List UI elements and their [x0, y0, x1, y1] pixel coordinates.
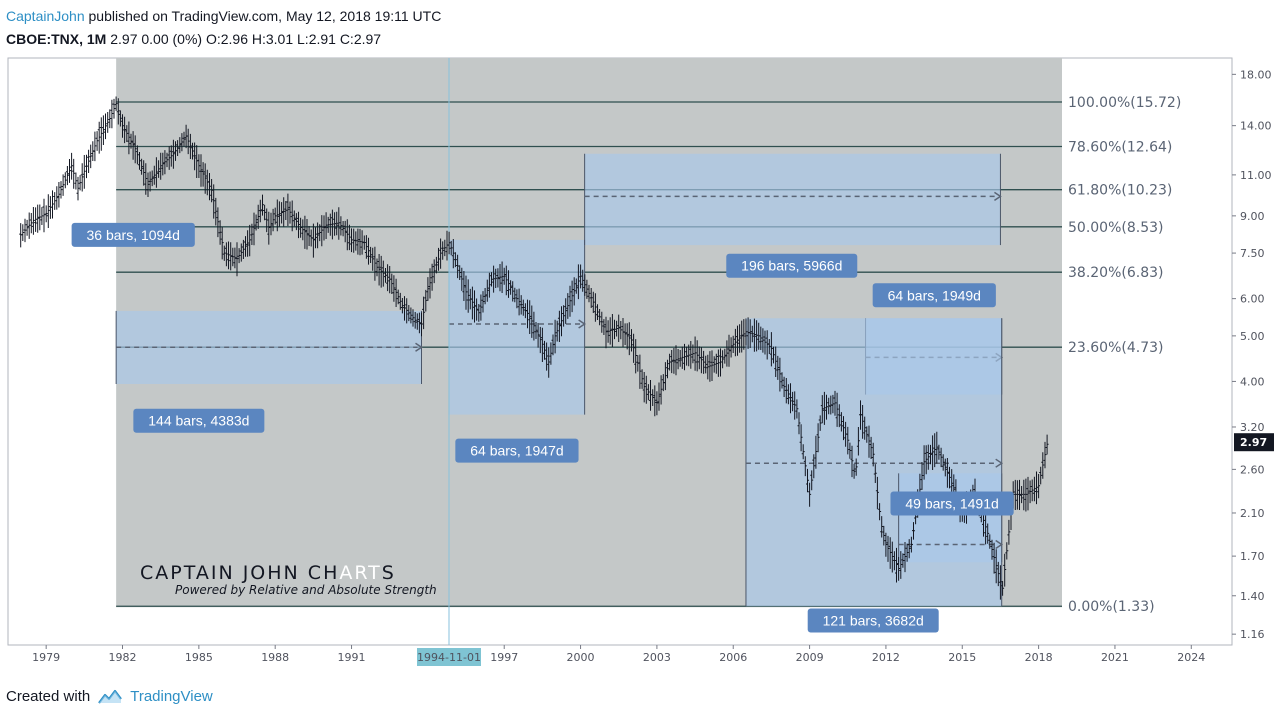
fib-level-label: 0.00%(1.33) [1068, 599, 1155, 615]
arrow-head-icon [995, 539, 1004, 550]
bars-label-text: 121 bars, 3682d [823, 613, 924, 629]
y-axis-tick-label: 4.00 [1240, 375, 1265, 388]
x-axis-tick-label: 1979 [32, 651, 60, 664]
x-axis-tick-label: 1991 [338, 651, 366, 664]
bars-label-box[interactable] [133, 408, 265, 433]
symbol-label[interactable]: CBOE:TNX, 1M [6, 31, 107, 47]
x-axis-tick-label: 1982 [109, 651, 137, 664]
bars-label-text: 36 bars, 1094d [87, 227, 180, 243]
y-axis-tick-label: 1.70 [1240, 550, 1265, 563]
bars-range-box[interactable] [448, 239, 585, 415]
y-axis-tick-label: 7.50 [1240, 247, 1265, 260]
bars-label-text: 49 bars, 1491d [905, 495, 998, 511]
y-axis-tick-label: 11.00 [1240, 169, 1272, 182]
watermark-title-part: ART [339, 562, 381, 584]
watermark-title-part: CAPTAIN JOHN CH [140, 562, 339, 584]
price-series-bars[interactable] [19, 96, 1049, 600]
bars-label-box[interactable] [455, 438, 579, 463]
bars-range-box[interactable] [584, 153, 1001, 246]
x-axis-tick-label: 2003 [643, 651, 671, 664]
bars-label-text: 144 bars, 4383d [148, 413, 249, 429]
bars-range-box[interactable] [745, 318, 1002, 607]
last-price-badge [1234, 433, 1274, 452]
watermark-subtitle: Powered by Relative and Absolute Strengt… [175, 583, 437, 597]
y-axis-tick-label: 1.40 [1240, 590, 1265, 603]
y-axis-tick-label: 9.00 [1240, 210, 1265, 223]
fib-level-label: 50.00%(8.53) [1068, 220, 1163, 236]
arrow-head-icon [578, 319, 586, 329]
arrow-head-icon [995, 458, 1004, 468]
fib-level-label: 23.60%(4.73) [1068, 340, 1163, 356]
watermark-title: CAPTAIN JOHN CHARTS [140, 562, 396, 584]
footer: Created with TradingView [6, 686, 213, 708]
last-price-label: 2.97 [1240, 436, 1267, 449]
x-axis-tick-label: 2009 [796, 651, 824, 664]
fib-level-label: 61.80%(10.23) [1068, 183, 1172, 199]
bars-label-text: 196 bars, 5966d [741, 258, 842, 274]
bars-label-box[interactable] [807, 608, 939, 633]
fib-level-label: 78.60%(12.64) [1068, 140, 1172, 156]
arrow-head-icon [415, 342, 423, 352]
x-axis-tick-label: 1997 [490, 651, 518, 664]
ohlc-legend: CBOE:TNX, 1M 2.97 0.00 (0%) O:2.96 H:3.0… [6, 29, 381, 49]
x-axis-tick-label: 2018 [1025, 651, 1053, 664]
x-axis-tick-label: 2000 [567, 651, 595, 664]
x-axis-tick-label: 1988 [261, 651, 289, 664]
y-axis-tick-label: 3.20 [1240, 421, 1265, 434]
watermark-title-part: S [382, 562, 396, 584]
x-axis-tick-label: 2015 [948, 651, 976, 664]
created-with-text: Created with [6, 688, 91, 705]
bars-label-box[interactable] [726, 253, 858, 278]
y-axis-tick-label: 6.00 [1240, 293, 1265, 306]
publish-info: published on TradingView.com, May 12, 20… [88, 8, 442, 24]
bars-label-text: 64 bars, 1947d [470, 443, 563, 459]
x-axis-tick-label: 2021 [1101, 651, 1129, 664]
crosshair-date-label: 1994-11-01 [417, 651, 481, 664]
arrow-head-icon [994, 191, 1002, 202]
watermark: CAPTAIN JOHN CHARTS Powered by Relative … [140, 562, 437, 597]
tradingview-logo-icon [98, 689, 123, 704]
bars-label-text: 64 bars, 1949d [888, 287, 981, 303]
bars-label-box[interactable] [890, 491, 1014, 516]
fib-level-label: 100.00%(15.72) [1068, 95, 1181, 111]
y-axis-tick-label: 2.10 [1240, 507, 1265, 520]
x-axis-tick-label: 2024 [1177, 651, 1205, 664]
bars-label-box[interactable] [71, 222, 195, 247]
x-axis-tick-label: 2006 [719, 651, 747, 664]
crosshair-date-badge [416, 648, 481, 666]
author-link[interactable]: CaptainJohn [6, 8, 85, 24]
y-axis-tick-label: 18.00 [1240, 68, 1272, 81]
ohlc-values: 2.97 0.00 (0%) O:2.96 H:3.01 L:2.91 C:2.… [110, 31, 382, 47]
x-axis-tick-label: 2012 [872, 651, 900, 664]
bars-label-box[interactable] [872, 283, 996, 308]
fib-level-label: 38.20%(6.83) [1068, 265, 1163, 281]
x-axis-tick-label: 1985 [185, 651, 213, 664]
y-axis-tick-label: 1.16 [1240, 628, 1265, 641]
y-axis-tick-label: 5.00 [1240, 330, 1265, 343]
y-axis-tick-label: 2.60 [1240, 463, 1265, 476]
y-axis-tick-label: 14.00 [1240, 120, 1272, 133]
publish-header: CaptainJohn published on TradingView.com… [6, 6, 441, 26]
tradingview-link[interactable]: TradingView [130, 688, 213, 705]
